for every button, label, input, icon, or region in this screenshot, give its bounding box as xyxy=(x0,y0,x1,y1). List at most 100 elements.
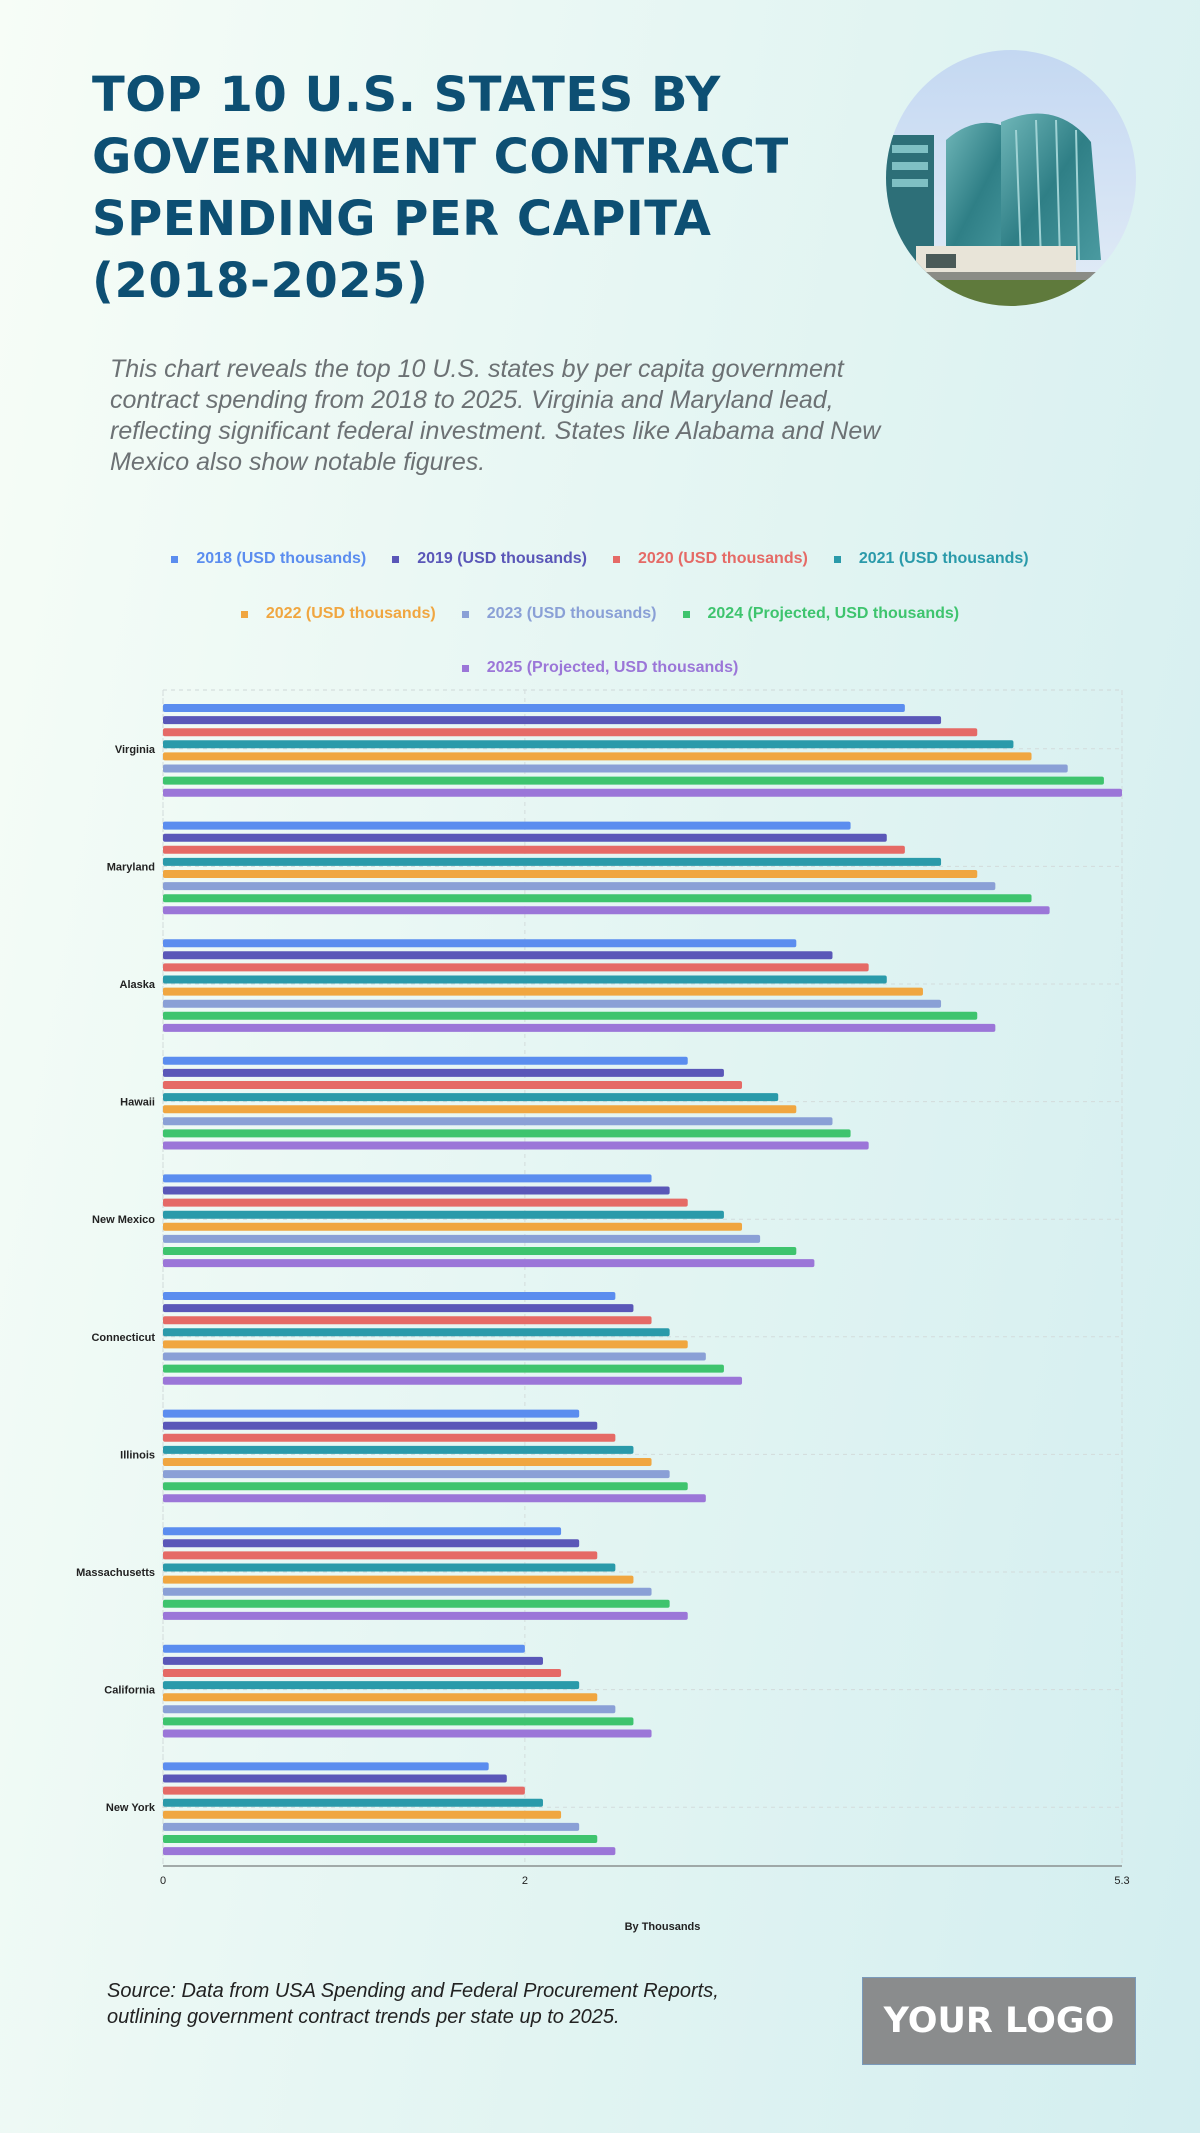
bar xyxy=(163,1810,562,1819)
bar xyxy=(163,821,851,830)
legend-swatch xyxy=(682,610,690,618)
bar xyxy=(163,1563,616,1572)
bar xyxy=(163,716,942,725)
plot-frame xyxy=(162,689,1123,1867)
bar xyxy=(163,999,942,1008)
x-tick-label: 0 xyxy=(160,1875,166,1887)
building-photo xyxy=(886,50,1136,306)
legend-item-2022[interactable]: 2022 (USD thousands) xyxy=(240,605,436,623)
bar xyxy=(163,1421,598,1430)
bar xyxy=(163,1599,670,1608)
bar-chart: 0 2 5.3 By Thousands Virginia Maryland Alaska H… xyxy=(76,689,1130,1933)
legend-item-2023[interactable]: 2023 (USD thousands) xyxy=(461,605,657,623)
bar xyxy=(163,1575,634,1584)
legend-label: 2024 (Projected, USD thousands) xyxy=(707,605,960,622)
bar xyxy=(163,1364,724,1373)
bar xyxy=(163,1470,670,1479)
legend-item-2025[interactable]: 2025 (Projected, USD thousands) xyxy=(461,659,738,677)
bar xyxy=(163,728,978,737)
bar xyxy=(163,1316,652,1325)
legend-swatch xyxy=(833,555,841,563)
page-title: TOP 10 U.S. STATES BY GOVERNMENT CONTRAC… xyxy=(92,67,789,309)
bar xyxy=(163,1210,724,1219)
bar xyxy=(163,1186,670,1195)
bar xyxy=(163,1433,616,1442)
bar xyxy=(163,1056,688,1065)
bar xyxy=(163,1141,869,1150)
bar xyxy=(163,1729,652,1738)
bar xyxy=(163,963,869,972)
bar xyxy=(163,1786,525,1795)
bar xyxy=(163,764,1068,773)
bar xyxy=(163,740,1014,749)
legend-row-1: 2018 (USD thousands) 2019 (USD thousands… xyxy=(0,550,1200,568)
bar xyxy=(163,975,887,984)
category-label: Maryland xyxy=(107,861,155,873)
bar xyxy=(163,1705,616,1714)
bar xyxy=(163,1587,652,1596)
bar xyxy=(163,1656,543,1665)
bar xyxy=(163,1409,580,1418)
category-label: California xyxy=(104,1685,156,1697)
bar xyxy=(163,1081,743,1089)
bar xyxy=(163,1847,616,1856)
bar xyxy=(163,1011,978,1020)
bar xyxy=(163,788,1122,797)
bar xyxy=(163,1835,598,1843)
category-label: Illinois xyxy=(120,1449,155,1461)
bar xyxy=(163,1822,580,1831)
legend-swatch xyxy=(461,610,469,618)
bar xyxy=(163,1376,743,1385)
category-label: New Mexico xyxy=(92,1214,155,1226)
bar xyxy=(163,1352,706,1361)
bar xyxy=(163,1669,562,1677)
legend-swatch xyxy=(171,555,179,563)
category-label: Connecticut xyxy=(91,1332,155,1344)
bar xyxy=(163,833,887,842)
bar xyxy=(163,951,833,960)
bar xyxy=(163,1198,688,1207)
logo-placeholder: YOUR LOGO xyxy=(862,1977,1136,2065)
legend-item-2019[interactable]: 2019 (USD thousands) xyxy=(392,550,587,568)
bar xyxy=(163,776,1104,785)
chart-description: This chart reveals the top 10 U.S. state… xyxy=(110,355,881,476)
legend-item-2018[interactable]: 2018 (USD thousands) xyxy=(171,550,366,568)
bar xyxy=(163,1527,562,1536)
bar xyxy=(163,1093,779,1102)
bar xyxy=(163,1494,706,1503)
legend-item-2021[interactable]: 2021 (USD thousands) xyxy=(833,550,1029,568)
bar xyxy=(163,1259,815,1268)
bar xyxy=(163,1774,507,1783)
bar xyxy=(163,1105,797,1114)
bar xyxy=(163,939,797,948)
bar xyxy=(163,1611,688,1620)
bar xyxy=(163,1292,616,1300)
bar xyxy=(163,894,1032,903)
category-label: Alaska xyxy=(120,979,156,991)
bar xyxy=(163,1798,543,1807)
category-label: Hawaii xyxy=(120,1097,155,1109)
bar xyxy=(163,1762,489,1771)
x-tick-label: 5.3 xyxy=(1114,1875,1129,1887)
source-note: Source: Data from USA Spending and Feder… xyxy=(107,1980,719,2028)
legend-item-2020[interactable]: 2020 (USD thousands) xyxy=(613,550,808,568)
bar xyxy=(163,845,905,854)
legend-item-2024[interactable]: 2024 (Projected, USD thousands) xyxy=(682,605,960,623)
bar xyxy=(163,1117,833,1126)
legend-label: 2019 (USD thousands) xyxy=(417,550,587,567)
bar xyxy=(163,1693,598,1702)
legend-swatch xyxy=(613,555,620,563)
bar xyxy=(163,1717,634,1726)
bar xyxy=(163,1539,580,1548)
x-tick-label: 2 xyxy=(522,1875,528,1887)
bar xyxy=(163,1681,580,1690)
bar xyxy=(163,1068,724,1077)
legend-label: 2023 (USD thousands) xyxy=(486,605,657,622)
legend-label: 2018 (USD thousands) xyxy=(196,550,367,567)
legend-label: 2020 (USD thousands) xyxy=(638,550,808,567)
bar xyxy=(163,1458,652,1466)
bar xyxy=(163,987,923,996)
bar xyxy=(163,1222,743,1231)
legend-swatch xyxy=(392,555,400,563)
bar xyxy=(163,1644,525,1653)
